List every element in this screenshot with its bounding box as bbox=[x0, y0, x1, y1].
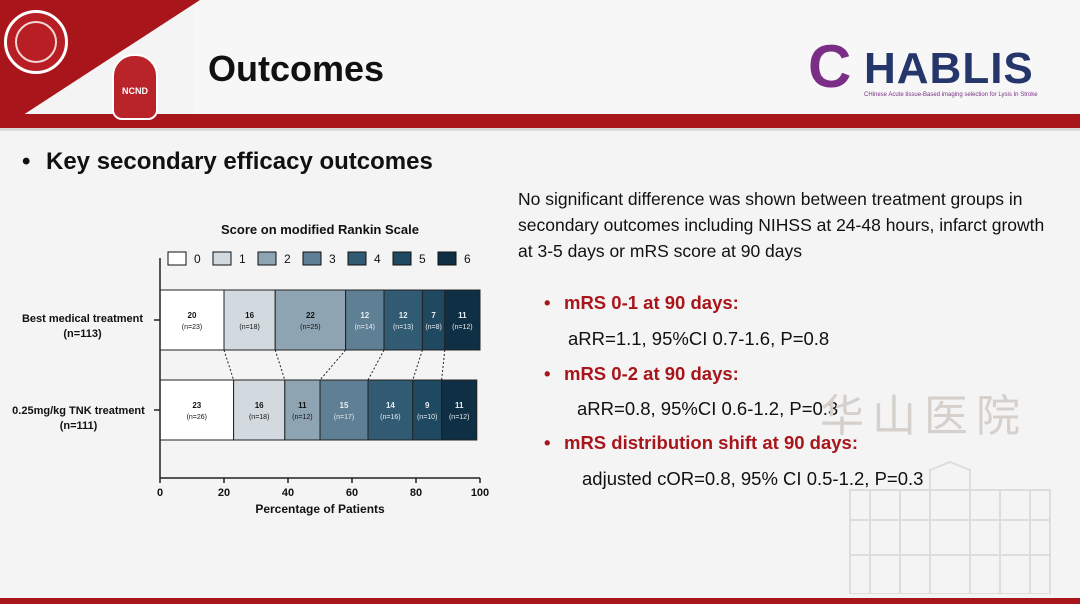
bar-label-r1-s3: 15 bbox=[340, 401, 349, 410]
bar-segment-r0-s0 bbox=[159, 289, 225, 351]
bar-segment-r1-s1 bbox=[233, 379, 286, 441]
hospital-watermark: 华山医院 bbox=[820, 391, 1028, 442]
chablis-logo: C HABLIS CHinese Acute tissue-Based imag… bbox=[808, 33, 1038, 100]
bar-count-r1-s6: (n=12) bbox=[449, 414, 469, 421]
connector-5 bbox=[441, 349, 446, 381]
bar-count-r0-s4: (n=13) bbox=[393, 324, 413, 331]
bar-label-r0-s2: 22 bbox=[306, 311, 315, 320]
bar-segment-r1-s5 bbox=[412, 379, 443, 441]
x-tick-label-5: 100 bbox=[471, 487, 489, 499]
bar-count-r0-s5: (n=8) bbox=[425, 324, 442, 331]
university-seal-icon bbox=[4, 10, 68, 74]
legend-swatch-6 bbox=[437, 251, 457, 266]
bar-count-r0-s6: (n=12) bbox=[452, 324, 472, 331]
chart-title: Score on modified Rankin Scale bbox=[221, 222, 419, 237]
bar-count-r1-s1: (n=18) bbox=[249, 414, 269, 421]
x-tick-label-4: 80 bbox=[410, 487, 422, 499]
legend-label-3: 3 bbox=[329, 252, 336, 266]
bar-segment-r0-s5 bbox=[421, 289, 446, 351]
mrs-chart: Score on modified Rankin Scale Best medi… bbox=[0, 210, 510, 530]
bar-segment-r1-s6 bbox=[441, 379, 478, 441]
x-tick-label-0: 0 bbox=[157, 487, 163, 499]
outcome-value-1: aRR=1.1, 95%CI 0.7-1.6, P=0.8 bbox=[568, 328, 830, 349]
outcome-label-2: • mRS 0-2 at 90 days: bbox=[544, 363, 739, 384]
summary-text: No significant difference was shown betw… bbox=[518, 189, 1045, 261]
bar-count-r0-s0: (n=23) bbox=[182, 324, 202, 331]
bar-label-r0-s4: 12 bbox=[399, 311, 408, 320]
x-tick-label-3: 60 bbox=[346, 487, 358, 499]
bar-segment-r1-s2 bbox=[284, 379, 321, 441]
outcome-label-3: • mRS distribution shift at 90 days: bbox=[544, 432, 858, 453]
bar-label-r1-s1: 16 bbox=[255, 401, 264, 410]
legend-label-4: 4 bbox=[374, 252, 381, 266]
legend-swatch-0 bbox=[167, 251, 187, 266]
x-tick-label-1: 20 bbox=[218, 487, 230, 499]
bar-count-r0-s2: (n=25) bbox=[300, 324, 320, 331]
connector-2 bbox=[319, 349, 346, 381]
legend-label-2: 2 bbox=[284, 252, 291, 266]
outcome-label-1: • mRS 0-1 at 90 days: bbox=[544, 292, 739, 313]
bar-count-r1-s4: (n=16) bbox=[380, 414, 400, 421]
bar-count-r1-s5: (n=10) bbox=[417, 414, 437, 421]
connector-3 bbox=[367, 349, 385, 381]
bar-segment-r1-s0 bbox=[159, 379, 235, 441]
bar-segment-r0-s6 bbox=[444, 289, 481, 351]
connector-1 bbox=[274, 349, 286, 381]
bar-label-r1-s2: 11 bbox=[298, 401, 307, 410]
bar-label-r1-s5: 9 bbox=[425, 401, 430, 410]
ncnd-logo: NCND bbox=[112, 54, 158, 120]
legend-label-5: 5 bbox=[419, 252, 426, 266]
legend-swatch-3 bbox=[302, 251, 322, 266]
bar-label-r0-s0: 20 bbox=[188, 311, 197, 320]
row-label-best-medical: Best medical treatment (n=113) bbox=[21, 313, 144, 340]
bar-segment-r0-s1 bbox=[223, 289, 276, 351]
bar-label-r0-s6: 11 bbox=[458, 311, 467, 320]
outcome-value-2: aRR=0.8, 95%CI 0.6-1.2, P=0.3 bbox=[577, 398, 839, 419]
x-axis-label: Percentage of Patients bbox=[255, 502, 385, 516]
chart-svg: 0 1 2 3 4 5 620(n=23)16(n=18)22(n=25)12(n=14)1… bbox=[154, 251, 489, 499]
page-title: Outcomes bbox=[208, 48, 385, 89]
bar-segment-r0-s4 bbox=[383, 289, 423, 351]
connector-4 bbox=[412, 349, 423, 381]
bar-segment-r1-s3 bbox=[319, 379, 369, 441]
bar-count-r1-s0: (n=26) bbox=[187, 414, 207, 421]
header-divider bbox=[0, 128, 1080, 131]
x-tick-label-2: 40 bbox=[282, 487, 294, 499]
bar-segment-r1-s4 bbox=[367, 379, 414, 441]
header-band bbox=[0, 114, 1080, 128]
legend-label-6: 6 bbox=[464, 252, 471, 266]
building-watermark-icon bbox=[849, 460, 1051, 594]
bar-label-r1-s0: 23 bbox=[192, 401, 201, 410]
outcome-value-3: adjusted cOR=0.8, 95% CI 0.5-1.2, P=0.3 bbox=[582, 468, 924, 489]
bar-label-r0-s5: 7 bbox=[431, 311, 436, 320]
bar-segment-r0-s3 bbox=[345, 289, 385, 351]
bar-label-r0-s3: 12 bbox=[360, 311, 369, 320]
legend-label-0: 0 bbox=[194, 252, 201, 266]
bar-count-r1-s2: (n=12) bbox=[292, 414, 312, 421]
bar-count-r1-s3: (n=17) bbox=[334, 414, 354, 421]
legend-swatch-4 bbox=[347, 251, 367, 266]
legend-label-1: 1 bbox=[239, 252, 246, 266]
bar-segment-r0-s2 bbox=[274, 289, 347, 351]
bar-label-r1-s4: 14 bbox=[386, 401, 395, 410]
section-heading: • Key secondary efficacy outcomes bbox=[22, 148, 433, 175]
footer-band bbox=[0, 598, 1080, 604]
bar-label-r0-s1: 16 bbox=[245, 311, 254, 320]
header-background bbox=[195, 0, 1080, 114]
legend-swatch-2 bbox=[257, 251, 277, 266]
bar-label-r1-s6: 11 bbox=[455, 401, 464, 410]
bar-count-r0-s1: (n=18) bbox=[239, 324, 259, 331]
bar-count-r0-s3: (n=14) bbox=[355, 324, 375, 331]
connector-0 bbox=[223, 349, 235, 381]
legend-swatch-5 bbox=[392, 251, 412, 266]
row-label-tnk: 0.25mg/kg TNK treatment (n=111) bbox=[12, 405, 145, 432]
legend-swatch-1 bbox=[212, 251, 232, 266]
